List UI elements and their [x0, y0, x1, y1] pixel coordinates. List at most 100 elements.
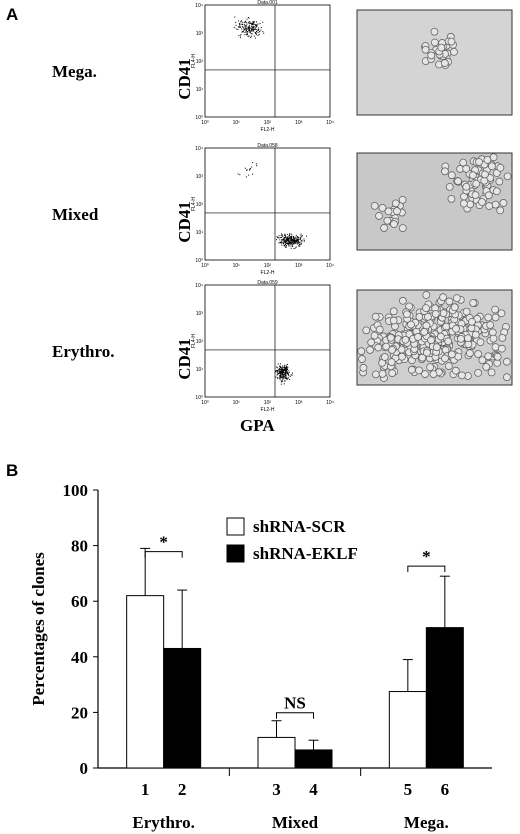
- event-dot: [293, 238, 295, 240]
- cell: [359, 363, 368, 372]
- event-dot: [288, 372, 290, 374]
- cell: [496, 163, 505, 172]
- event-dot: [256, 25, 258, 27]
- event-dot: [285, 375, 287, 377]
- cell: [444, 337, 453, 346]
- cell: [380, 224, 388, 232]
- legend-label: shRNA-EKLF: [253, 544, 358, 563]
- event-dot: [285, 374, 287, 376]
- plot-tick: 10¹: [196, 230, 204, 236]
- event-dot: [283, 374, 285, 376]
- event-dot: [243, 28, 245, 30]
- y-tick-label: 40: [71, 648, 88, 667]
- event-dot: [250, 23, 252, 25]
- cell: [491, 305, 499, 314]
- cell: [496, 206, 505, 215]
- event-dot: [290, 374, 292, 376]
- cell: [471, 330, 480, 339]
- event-dot: [280, 235, 282, 237]
- event-dot: [241, 23, 243, 25]
- event-dot: [280, 366, 282, 368]
- row-label: Erythro.: [52, 342, 115, 361]
- event-dot: [244, 32, 246, 34]
- event-dot: [283, 237, 285, 239]
- event-dot: [282, 370, 284, 372]
- event-dot: [281, 374, 283, 376]
- event-dot: [283, 244, 285, 246]
- event-dot: [255, 24, 257, 26]
- event-dot: [249, 22, 251, 24]
- cell: [447, 37, 456, 46]
- event-dot: [255, 26, 257, 28]
- event-dot: [281, 374, 283, 376]
- event-dot: [235, 21, 237, 23]
- cell: [398, 195, 407, 204]
- event-dot: [291, 242, 293, 244]
- legend-swatch: [226, 544, 245, 563]
- cell: [430, 27, 439, 36]
- event-dot: [245, 20, 247, 22]
- event-dot: [242, 26, 244, 28]
- channel-label: FL4-H: [191, 54, 197, 68]
- plot-tick: 10¹: [196, 87, 204, 93]
- event-dot: [246, 32, 248, 34]
- event-dot: [285, 243, 287, 245]
- cell: [452, 324, 460, 333]
- event-dot: [287, 238, 289, 240]
- event-dot: [237, 26, 239, 28]
- event-dot: [300, 235, 302, 237]
- event-dot: [289, 233, 291, 235]
- event-dot: [291, 240, 293, 242]
- event-dot: [235, 28, 237, 30]
- event-dot: [300, 233, 302, 235]
- event-dot: [276, 366, 278, 368]
- event-dot: [290, 240, 292, 242]
- event-dot: [300, 236, 302, 238]
- event-dot: [245, 30, 247, 32]
- event-dot: [281, 380, 283, 382]
- event-dot: [277, 377, 279, 379]
- event-dot: [253, 20, 255, 22]
- event-dot: [281, 372, 283, 374]
- cell: [378, 204, 387, 212]
- event-dot: [295, 243, 297, 245]
- event-dot: [286, 366, 288, 368]
- event-dot: [297, 241, 299, 243]
- event-dot: [279, 368, 281, 370]
- event-dot: [243, 21, 245, 23]
- plot-tick: 10³: [196, 174, 204, 180]
- event-dot: [282, 371, 284, 373]
- cell: [499, 199, 508, 207]
- event-dot: [238, 35, 240, 37]
- event-dot: [238, 25, 240, 27]
- event-dot: [283, 376, 285, 378]
- plot-tick: 10²: [196, 339, 204, 345]
- event-dot: [286, 378, 288, 380]
- event-dot: [299, 242, 301, 244]
- event-dot: [298, 242, 300, 244]
- event-dot: [284, 234, 286, 236]
- event-dot: [285, 239, 287, 241]
- event-dot: [295, 240, 297, 242]
- cell: [491, 343, 500, 351]
- event-dot: [251, 26, 253, 28]
- annotation: *: [159, 533, 168, 552]
- event-dot: [287, 366, 289, 368]
- plot-tick: 10⁰: [195, 258, 203, 264]
- event-dot: [254, 28, 256, 30]
- event-dot: [275, 370, 277, 372]
- event-dot: [279, 365, 281, 367]
- event-dot: [282, 378, 284, 380]
- event-dot: [293, 236, 295, 238]
- event-dot: [288, 240, 290, 242]
- event-dot: [285, 377, 287, 379]
- event-dot: [282, 235, 284, 237]
- event-dot: [241, 31, 243, 33]
- event-dot: [250, 32, 252, 34]
- event-dot: [284, 374, 286, 376]
- event-dot: [291, 374, 293, 376]
- legend-label: shRNA-SCR: [253, 517, 346, 536]
- cell: [488, 162, 496, 171]
- cell: [370, 201, 379, 210]
